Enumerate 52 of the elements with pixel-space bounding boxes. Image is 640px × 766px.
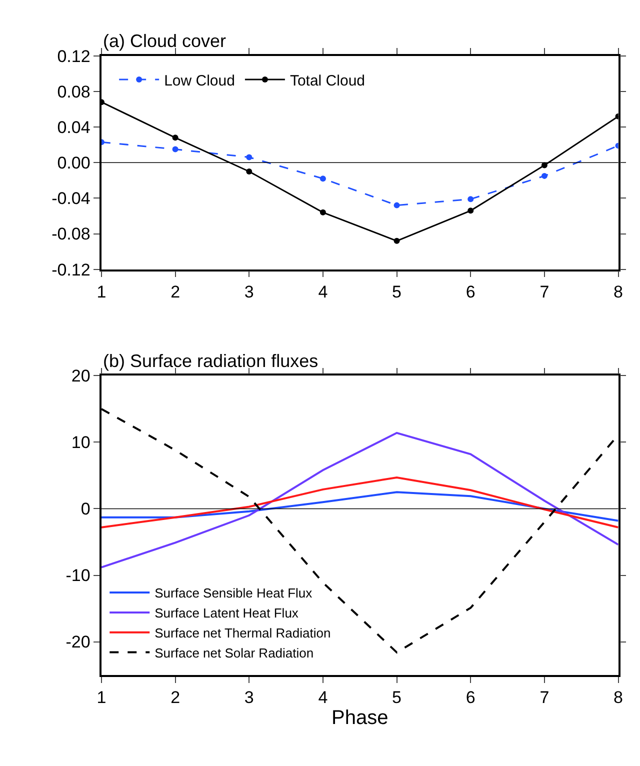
y-tick-label: -0.12 <box>52 260 90 280</box>
legend-label: Surface Sensible Heat Flux <box>154 586 313 601</box>
y-tick-label: -20 <box>66 632 90 652</box>
y-tick-label: 0.08 <box>57 82 90 102</box>
point <box>468 208 474 214</box>
x-tick-label: 2 <box>170 688 180 708</box>
legend-label: Total Cloud <box>290 72 366 90</box>
x-tick-label: 3 <box>244 282 254 302</box>
y-tick-label: 0.04 <box>57 118 90 137</box>
point <box>394 202 400 208</box>
x-axis-title: Phase <box>332 707 388 730</box>
point <box>320 176 326 182</box>
x-tick-label: 3 <box>244 688 254 708</box>
x-tick-label: 7 <box>540 688 550 708</box>
y-tick-label: -0.08 <box>52 224 90 244</box>
x-tick-label: 5 <box>392 282 402 302</box>
x-tick-label: 2 <box>170 282 180 302</box>
point <box>246 168 252 174</box>
point <box>172 146 178 152</box>
point <box>246 154 252 160</box>
y-tick-label: -0.04 <box>52 189 90 208</box>
legend-label: Surface net Thermal Radiation <box>154 625 331 640</box>
x-tick-label: 4 <box>318 282 328 302</box>
x-tick-label: 8 <box>614 282 624 302</box>
point <box>541 172 548 179</box>
x-tick-label: 8 <box>614 688 624 708</box>
x-tick-label: 4 <box>318 688 328 708</box>
y-tick-label: -10 <box>66 566 90 586</box>
point <box>320 209 326 216</box>
y-tick-label: 20 <box>71 366 90 386</box>
legend-label: Low Cloud <box>164 72 235 90</box>
y-tick-label: 10 <box>71 433 90 452</box>
chart-title: (b) Surface radiation fluxes <box>103 351 318 371</box>
x-tick-label: 6 <box>466 688 476 708</box>
chart-title: (a) Cloud cover <box>103 31 226 51</box>
line-series <box>101 491 618 522</box>
point <box>172 134 178 141</box>
x-tick-label: 5 <box>392 688 402 708</box>
point <box>541 162 548 168</box>
y-tick-label: 0.12 <box>57 46 90 66</box>
x-tick-label: 1 <box>96 688 106 708</box>
y-tick-label: 0 <box>80 500 90 519</box>
line-series <box>101 476 618 528</box>
y-tick-label: 0.00 <box>57 154 90 173</box>
x-tick-label: 1 <box>96 282 106 302</box>
point <box>468 196 474 202</box>
x-tick-label: 7 <box>540 282 550 302</box>
point <box>394 238 400 244</box>
legend-label: Surface Latent Heat Flux <box>154 606 299 621</box>
legend-label: Surface net Solar Radiation <box>154 645 314 660</box>
line-series <box>101 432 618 568</box>
x-tick-label: 6 <box>466 282 476 302</box>
